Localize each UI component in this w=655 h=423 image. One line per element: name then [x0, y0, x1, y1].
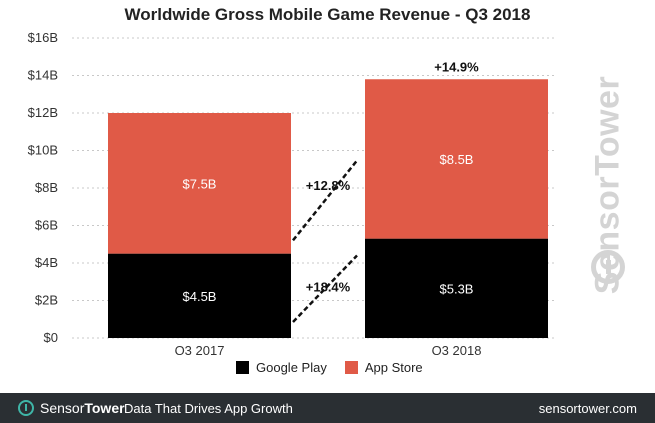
y-tick-label: $4B — [35, 255, 58, 270]
google-play-growth-connector — [292, 254, 358, 323]
footer-tagline: Data That Drives App Growth — [124, 401, 293, 416]
bar-value-label: $5.3B — [440, 281, 474, 296]
bar-segment — [365, 238, 548, 338]
total-growth-label: +14.9% — [434, 59, 479, 74]
legend-swatch-google-play — [236, 361, 249, 374]
bar-segment — [108, 253, 291, 338]
legend-label-app-store: App Store — [364, 360, 423, 375]
y-tick-label: $10B — [28, 143, 58, 158]
bar-segment — [108, 113, 291, 254]
app-store-growth-label: +12.8% — [306, 178, 351, 193]
annotations: +14.9% +12.8% +18.4% — [292, 59, 479, 323]
legend-label-google-play: Google Play — [256, 360, 327, 375]
x-axis: Q3 2017 Q3 2018 — [175, 343, 482, 355]
y-tick-label: $6B — [35, 218, 58, 233]
chart-title: Worldwide Gross Mobile Game Revenue - Q3… — [124, 5, 531, 24]
y-tick-label: $0 — [44, 330, 58, 345]
y-tick-label: $12B — [28, 105, 58, 120]
bar-value-label: $7.5B — [183, 176, 217, 191]
footer-brand: SensorTower — [40, 400, 125, 416]
app-store-growth-connector — [292, 159, 358, 242]
google-play-growth-label: +18.4% — [306, 279, 351, 294]
legend-item-google-play: Google Play — [236, 360, 327, 375]
bars — [108, 79, 548, 338]
bar-value-label: $4.5B — [183, 289, 217, 304]
legend-swatch-app-store — [344, 361, 358, 374]
brand-part2: Tower — [84, 400, 125, 416]
y-tick-label: $2B — [35, 293, 58, 308]
bar-segment — [365, 79, 548, 239]
sensortower-watermark-icon — [591, 250, 625, 284]
footer-bar: SensorTower Data That Drives App Growth … — [0, 393, 655, 423]
y-tick-label: $14B — [28, 68, 58, 83]
x-tick-label: Q3 2018 — [432, 343, 482, 355]
y-axis: $0 $2B $4B $6B $8B $10B $12B $14B $16B — [28, 30, 58, 345]
x-tick-label: Q3 2017 — [175, 343, 225, 355]
sensortower-logo-icon — [18, 400, 34, 416]
bar-value-label: $8.5B — [440, 152, 474, 167]
brand-part1: Sensor — [40, 400, 85, 416]
bar-labels: $4.5B $7.5B $5.3B $8.5B — [183, 152, 474, 304]
legend: Google Play App Store — [236, 360, 441, 375]
y-tick-label: $8B — [35, 180, 58, 195]
legend-item-app-store: App Store — [344, 360, 423, 375]
y-tick-label: $16B — [28, 30, 58, 45]
footer-url[interactable]: sensortower.com — [538, 401, 637, 416]
bar-chart: $0 $2B $4B $6B $8B $10B $12B $14B $16B $4.5B $7.5… — [28, 30, 555, 355]
